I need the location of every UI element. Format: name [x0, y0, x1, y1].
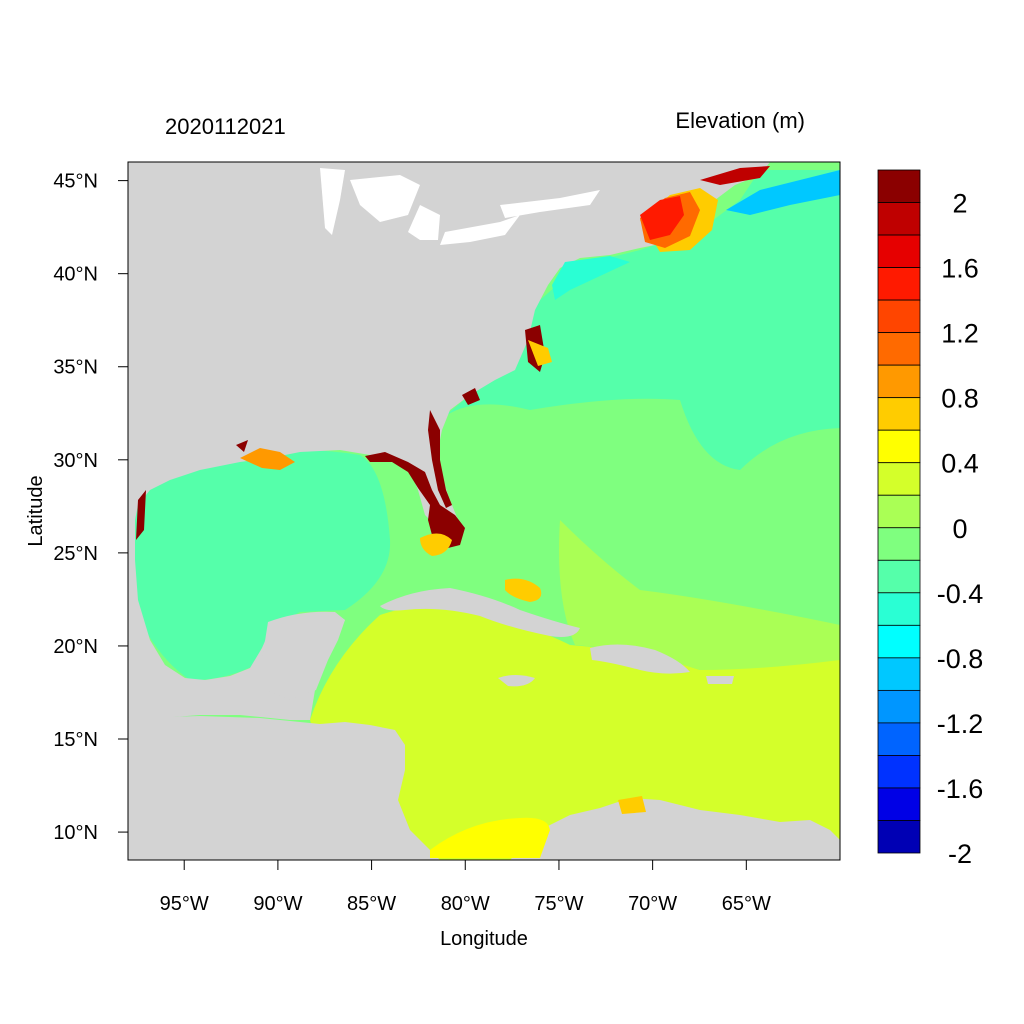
y-tick-label: 25°N [53, 543, 98, 565]
florida-coast-surge [428, 410, 452, 508]
y-tick-label: 40°N [53, 264, 98, 286]
x-tick-label: 85°W [347, 893, 396, 915]
x-axis: 95°W 90°W 85°W 80°W 75°W 70°W 65°W [160, 860, 771, 915]
north-america-land [128, 162, 770, 720]
colorbar-swatch [877, 689, 921, 724]
colorbar-swatch [877, 722, 921, 756]
y-tick-label: 15°N [53, 729, 98, 751]
colorbar-label: 2 [952, 189, 967, 219]
colorbar-swatch [877, 624, 921, 659]
x-tick-label: 95°W [160, 893, 209, 915]
puerto-rico-land [706, 676, 734, 684]
colorbar-swatch [877, 299, 921, 334]
northeast-surge-dark [700, 166, 770, 185]
colorbar-swatch [877, 494, 921, 529]
southeast-coast-surge [462, 325, 545, 405]
x-tick-label: 90°W [253, 893, 302, 915]
colorbar: 2 1.6 1.2 0.8 0.4 0 -0.4 -0.8 -1.2 -1.6 -2 [877, 169, 984, 869]
colorbar-label: 0.8 [941, 384, 979, 414]
colorbar-label: -1.6 [937, 774, 984, 804]
colorbar-swatch [877, 657, 921, 691]
venezuela-coast-positive [430, 817, 550, 858]
gulf-negative-region [130, 450, 391, 680]
colorbar-label: -2 [948, 839, 972, 869]
y-tick-label: 30°N [53, 450, 98, 472]
gulf-of-venezuela-positive [618, 796, 646, 814]
colorbar-swatch [877, 397, 921, 431]
colorbar-label: 1.6 [941, 254, 979, 284]
bahamas-positive [505, 578, 542, 602]
atlantic-negative-region [440, 170, 840, 470]
colorbar-swatch [877, 202, 921, 236]
hispaniola-land [590, 644, 690, 674]
y-axis-label: Latitude [25, 475, 47, 546]
colorbar-label: -1.2 [937, 709, 984, 739]
colorbar-swatch [877, 429, 921, 464]
yucatan-land [262, 611, 345, 700]
central-atlantic-positive-region [559, 520, 840, 670]
colorbar-label: -0.8 [937, 644, 984, 674]
colorbar-label: -0.4 [937, 579, 984, 609]
colorbar-swatch [877, 592, 921, 626]
jamaica-land [498, 675, 535, 687]
maine-negative-pool [726, 170, 840, 215]
colorbar-label: 0.4 [941, 449, 979, 479]
y-tick-label: 10°N [53, 822, 98, 844]
x-tick-label: 70°W [628, 893, 677, 915]
y-axis: 45°N 40°N 35°N 30°N 25°N 20°N 15°N 10°N [53, 171, 128, 844]
south-america-land [510, 798, 840, 860]
x-tick-label: 75°W [534, 893, 583, 915]
plot-frame [127, 161, 841, 861]
colorbar-swatch [877, 364, 921, 399]
new-york-bight-negative [552, 256, 630, 300]
x-axis-label: Longitude [440, 928, 528, 950]
colorbar-swatch [877, 559, 921, 594]
colorbar-label: 1.2 [941, 319, 979, 349]
florida-surge-region [365, 452, 465, 548]
colorbar-swatch [877, 527, 921, 561]
gulf-coast-surge [240, 448, 295, 470]
x-tick-label: 65°W [722, 893, 771, 915]
y-tick-label: 20°N [53, 636, 98, 658]
colorbar-label: 0 [952, 514, 967, 544]
y-tick-label: 45°N [53, 171, 98, 193]
hatteras-surge [528, 340, 552, 366]
colorbar-swatch [877, 462, 921, 496]
colorbar-swatch [877, 755, 921, 789]
cuba-land [380, 588, 580, 637]
map-panel [128, 162, 840, 860]
southwest-florida-bay [420, 533, 452, 556]
colorbar-swatch [877, 234, 921, 268]
x-tick-label: 80°W [441, 893, 490, 915]
northeast-surge-red [640, 196, 684, 240]
colorbar-swatch [877, 267, 921, 301]
colorbar-swatch [877, 787, 921, 821]
central-america-land [128, 716, 440, 860]
colorbar-swatch [877, 332, 921, 366]
right-title: Elevation (m) [675, 108, 805, 133]
left-title: 2020112021 [165, 114, 286, 139]
colorbar-swatch [877, 820, 921, 854]
y-tick-label: 35°N [53, 357, 98, 379]
colorbar-swatch [877, 169, 921, 203]
great-lakes [320, 168, 600, 245]
